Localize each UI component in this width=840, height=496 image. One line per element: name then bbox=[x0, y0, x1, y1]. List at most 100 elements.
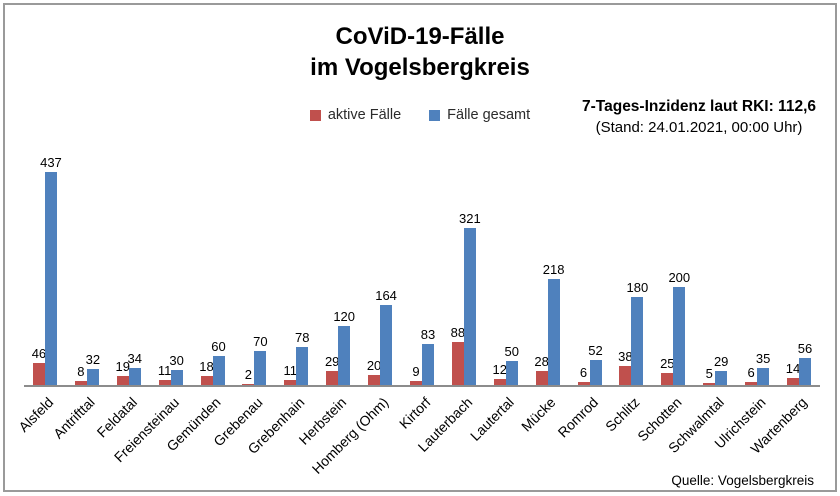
bar-value-label: 30 bbox=[169, 353, 184, 369]
source-note: Quelle: Vogelsbergkreis bbox=[671, 473, 814, 488]
bar-total: 52 bbox=[588, 343, 603, 385]
bar-value-label: 52 bbox=[588, 342, 603, 358]
bar-value-label: 9 bbox=[412, 363, 420, 379]
chart-title-line1: CoViD-19-Fälle bbox=[335, 23, 505, 50]
incidence-note: 7-Tages-Inzidenz laut RKI: 112,6 (Stand:… bbox=[582, 98, 816, 136]
bar-pair: 88 321 bbox=[450, 212, 481, 385]
bar-total: 30 bbox=[169, 354, 184, 385]
bar-group: 28 218 Mücke bbox=[518, 170, 569, 434]
bar-value-label: 56 bbox=[797, 340, 813, 356]
bar-value-label: 19 bbox=[115, 358, 130, 374]
bar-value-label: 18 bbox=[199, 359, 214, 375]
bar-value-label: 83 bbox=[420, 327, 436, 343]
bar-value-label: 2 bbox=[244, 367, 253, 382]
bar-active: 29 bbox=[325, 354, 339, 385]
bar-value-label: 11 bbox=[157, 362, 172, 378]
bar-plot: 46 437 Alsfeld 8 32 Antrifttal 19 34 Feldatal 11 3… bbox=[15, 155, 820, 477]
bar-pair: 38 180 bbox=[618, 281, 648, 385]
bar-group: 14 56 Wartenberg bbox=[748, 170, 820, 457]
bar-total: 164 bbox=[375, 288, 397, 385]
bar-total: 70 bbox=[253, 334, 268, 385]
bar-active: 18 bbox=[199, 360, 214, 385]
bar-value-label: 164 bbox=[375, 287, 397, 303]
bar-group: 18 60 Gemünden bbox=[164, 170, 234, 454]
bar-active: 19 bbox=[115, 359, 130, 385]
bar-total: 29 bbox=[714, 354, 728, 385]
incidence-date: (Stand: 24.01.2021, 00:00 Uhr) bbox=[595, 119, 803, 136]
bar-group: 20 164 Homberg (Ohm) bbox=[309, 170, 401, 476]
bar-pair: 11 78 bbox=[284, 330, 310, 385]
legend-swatch-total-icon bbox=[429, 109, 441, 121]
bar-value-label: 200 bbox=[668, 270, 691, 286]
bar-group: 6 52 Romrod bbox=[554, 170, 611, 440]
bar-total: 56 bbox=[798, 341, 812, 385]
bar-total: 83 bbox=[421, 328, 435, 385]
bar-active: 25 bbox=[660, 356, 675, 385]
bar-value-label: 78 bbox=[295, 329, 310, 345]
bar-total: 218 bbox=[543, 262, 564, 385]
bar-pair: 5 29 bbox=[703, 354, 728, 385]
bar-group: 46 437 Alsfeld bbox=[15, 155, 66, 435]
bar-value-label: 28 bbox=[534, 354, 549, 370]
bar-value-label: 120 bbox=[333, 309, 356, 325]
bar-total: 437 bbox=[40, 155, 62, 385]
bar-active: 6 bbox=[577, 366, 590, 385]
bar-group: 9 83 Kirtorf bbox=[396, 170, 443, 432]
bar-total: 32 bbox=[86, 353, 100, 385]
bar-group: 2 70 Grebenau bbox=[210, 170, 275, 449]
bar-active: 8 bbox=[74, 365, 87, 385]
bar-active: 6 bbox=[745, 366, 758, 385]
bar-active: 2 bbox=[242, 368, 255, 385]
bar-value-label: 34 bbox=[127, 351, 142, 367]
chart-frame bbox=[3, 3, 837, 492]
bar-group: 8 32 Antrifttal bbox=[51, 170, 108, 442]
legend-item-total: Fälle gesamt bbox=[429, 107, 530, 123]
bar-active: 11 bbox=[158, 363, 171, 385]
bar-pair: 6 52 bbox=[577, 343, 603, 385]
bar-group: 6 35 Ulrichstein bbox=[711, 170, 778, 451]
bar-value-label: 70 bbox=[253, 333, 268, 349]
bar-active: 46 bbox=[32, 346, 46, 385]
bar-pair: 29 120 bbox=[325, 310, 355, 385]
bar-active: 20 bbox=[367, 359, 381, 385]
bar-total: 120 bbox=[333, 310, 355, 385]
bar-pair: 19 34 bbox=[115, 352, 142, 385]
bar-value-label: 25 bbox=[660, 355, 675, 371]
bar-value-label: 50 bbox=[504, 343, 519, 359]
bar-value-label: 88 bbox=[450, 325, 466, 340]
bar-value-label: 38 bbox=[618, 349, 633, 365]
bar-total: 180 bbox=[627, 281, 648, 385]
bar-pair: 20 164 bbox=[367, 288, 397, 385]
bar-active: 5 bbox=[703, 366, 716, 385]
bar-value-label: 29 bbox=[713, 353, 729, 369]
bar-value-label: 46 bbox=[31, 345, 47, 361]
bar-value-label: 29 bbox=[324, 353, 340, 369]
bar-active: 11 bbox=[284, 363, 297, 385]
bar-pair: 2 70 bbox=[242, 334, 268, 385]
bar-pair: 25 200 bbox=[660, 271, 690, 385]
bar-total: 321 bbox=[459, 212, 481, 385]
bar-group: 19 34 Feldatal bbox=[93, 170, 150, 441]
bar-group: 88 321 Lauterbach bbox=[414, 170, 485, 455]
bar-value-label: 321 bbox=[458, 211, 481, 227]
legend-label-total: Fälle gesamt bbox=[447, 107, 531, 123]
bar-group: 12 50 Lautertal bbox=[467, 170, 527, 444]
bar-active: 14 bbox=[786, 362, 800, 385]
bar-total: 200 bbox=[668, 271, 690, 385]
bar-value-label: 8 bbox=[77, 364, 85, 380]
bar-value-label: 14 bbox=[785, 361, 801, 377]
bar-group: 11 30 Freiensteinau bbox=[111, 170, 192, 465]
bar-value-label: 35 bbox=[755, 350, 771, 366]
bar-total: 34 bbox=[127, 352, 142, 385]
bar-group: 38 180 Schlitz bbox=[602, 170, 652, 435]
bar-pair: 12 50 bbox=[493, 344, 519, 385]
bar-active: 28 bbox=[534, 355, 549, 385]
bar-active: 12 bbox=[493, 363, 507, 385]
bar-group: 5 29 Schwalmtal bbox=[665, 170, 736, 456]
bar-value-label: 218 bbox=[542, 261, 565, 277]
bar-value-label: 12 bbox=[492, 362, 507, 378]
bar-pair: 14 56 bbox=[786, 341, 812, 385]
bar-total: 78 bbox=[295, 330, 310, 385]
plot-area: 46 437 Alsfeld 8 32 Antrifttal 19 34 Feldatal 11 3… bbox=[15, 155, 820, 477]
bar-group: 29 120 Herbstein bbox=[296, 170, 359, 448]
